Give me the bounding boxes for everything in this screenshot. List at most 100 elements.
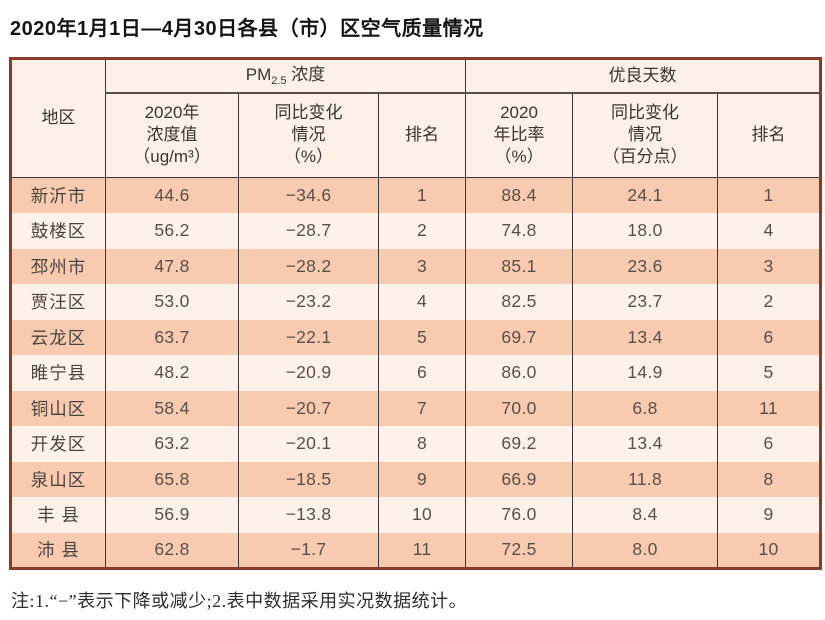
column-group-pm25: PM2.5 浓度 xyxy=(104,58,466,94)
cell-ratio-rank: 2 xyxy=(717,284,821,320)
cell-pm-change: −23.2 xyxy=(238,284,379,320)
cell-ratio-change: 13.4 xyxy=(572,319,718,355)
cell-ratio: 76.0 xyxy=(465,497,573,533)
cell-pm-value: 63.2 xyxy=(105,426,239,462)
cell-pm-value: 56.9 xyxy=(105,497,239,533)
cell-region: 云龙区 xyxy=(10,319,106,355)
cell-pm-change: −20.7 xyxy=(238,390,379,426)
cell-ratio: 85.1 xyxy=(465,248,573,284)
footnote: 注:1.“−”表示下降或减少;2.表中数据采用实况数据统计。 xyxy=(11,590,468,611)
cell-ratio-rank: 4 xyxy=(717,213,821,249)
cell-ratio-change: 8.0 xyxy=(572,532,718,568)
column-group-good-days: 优良天数 xyxy=(465,58,821,94)
cell-region: 贾汪区 xyxy=(10,284,106,320)
cell-ratio-change: 14.9 xyxy=(572,355,718,391)
table-row: 云龙区 63.7 −22.1 5 69.7 13.4 6 xyxy=(10,319,821,355)
cell-ratio-change: 23.7 xyxy=(572,284,718,320)
cell-ratio-change: 24.1 xyxy=(572,177,718,213)
cell-ratio-change: 11.8 xyxy=(572,461,718,497)
cell-pm-change: −28.7 xyxy=(238,213,379,249)
cell-pm-rank: 3 xyxy=(377,248,466,284)
cell-pm-change: −1.7 xyxy=(238,532,379,568)
table-row: 新沂市 44.6 −34.6 1 88.4 24.1 1 xyxy=(10,177,821,213)
cell-pm-value: 47.8 xyxy=(105,248,239,284)
cell-pm-rank: 8 xyxy=(377,426,466,462)
column-header-pm-rank: 排名 xyxy=(377,92,466,178)
cell-pm-rank: 5 xyxy=(377,319,466,355)
cell-ratio-rank: 9 xyxy=(717,497,821,533)
pm25-label-suffix: 浓度 xyxy=(286,64,326,84)
pm25-label-subscript: 2.5 xyxy=(271,74,287,87)
page-title: 2020年1月1日—4月30日各县（市）区空气质量情况 xyxy=(10,18,484,40)
table-row: 铜山区 58.4 −20.7 7 70.0 6.8 11 xyxy=(10,390,821,426)
cell-region: 睢宁县 xyxy=(10,355,106,391)
cell-pm-value: 56.2 xyxy=(105,213,239,249)
cell-pm-rank: 2 xyxy=(377,213,466,249)
cell-ratio-rank: 6 xyxy=(717,426,821,462)
table-row: 邳州市 47.8 −28.2 3 85.1 23.6 3 xyxy=(10,248,821,284)
cell-region: 开发区 xyxy=(10,426,106,462)
cell-pm-rank: 11 xyxy=(377,532,466,568)
cell-ratio-rank: 3 xyxy=(717,248,821,284)
cell-region: 泉山区 xyxy=(10,461,106,497)
cell-pm-change: −28.2 xyxy=(238,248,379,284)
cell-pm-value: 62.8 xyxy=(105,532,239,568)
cell-pm-rank: 9 xyxy=(377,461,466,497)
cell-pm-rank: 1 xyxy=(377,177,466,213)
cell-ratio-change: 18.0 xyxy=(572,213,718,249)
column-header-ratio-rank: 排名 xyxy=(717,92,821,178)
cell-ratio-rank: 6 xyxy=(717,319,821,355)
table-row: 开发区 63.2 −20.1 8 69.2 13.4 6 xyxy=(10,426,821,462)
cell-region: 新沂市 xyxy=(10,177,106,213)
cell-pm-rank: 4 xyxy=(377,284,466,320)
cell-pm-value: 44.6 xyxy=(105,177,239,213)
table-row: 贾汪区 53.0 −23.2 4 82.5 23.7 2 xyxy=(10,284,821,320)
cell-ratio-change: 8.4 xyxy=(572,497,718,533)
cell-region: 沛 县 xyxy=(10,532,106,568)
column-header-pm-value: 2020年 浓度值 （ug/m³） xyxy=(105,92,239,178)
cell-ratio: 88.4 xyxy=(465,177,573,213)
cell-ratio: 74.8 xyxy=(465,213,573,249)
cell-pm-change: −34.6 xyxy=(238,177,379,213)
cell-ratio: 69.7 xyxy=(465,319,573,355)
column-header-ratio: 2020 年比率 （%） xyxy=(465,92,573,178)
cell-pm-rank: 10 xyxy=(377,497,466,533)
cell-ratio-rank: 1 xyxy=(717,177,821,213)
cell-ratio: 72.5 xyxy=(465,532,573,568)
cell-region: 丰 县 xyxy=(10,497,106,533)
cell-ratio: 70.0 xyxy=(465,390,573,426)
cell-pm-change: −18.5 xyxy=(238,461,379,497)
cell-ratio-change: 23.6 xyxy=(572,248,718,284)
air-quality-table: 地区 PM2.5 浓度 优良天数 2020年 浓度值 （ug/m³） 同比变化 … xyxy=(9,57,823,570)
column-header-pm-change: 同比变化 情况 （%） xyxy=(238,92,379,178)
cell-pm-change: −22.1 xyxy=(238,319,379,355)
cell-ratio: 86.0 xyxy=(465,355,573,391)
cell-pm-value: 53.0 xyxy=(105,284,239,320)
cell-region: 鼓楼区 xyxy=(10,213,106,249)
cell-pm-value: 65.8 xyxy=(105,461,239,497)
cell-ratio-rank: 8 xyxy=(717,461,821,497)
column-header-ratio-change: 同比变化 情况 （百分点） xyxy=(572,92,718,178)
cell-pm-change: −20.1 xyxy=(238,426,379,462)
cell-ratio: 66.9 xyxy=(465,461,573,497)
cell-ratio-change: 13.4 xyxy=(572,426,718,462)
pm25-label-prefix: PM xyxy=(245,64,272,84)
table-body: 新沂市 44.6 −34.6 1 88.4 24.1 1 鼓楼区 56.2 −28.7 2 74.8 1… xyxy=(10,177,821,568)
cell-region: 邳州市 xyxy=(10,248,106,284)
cell-region: 铜山区 xyxy=(10,390,106,426)
table-row: 沛 县 62.8 −1.7 11 72.5 8.0 10 xyxy=(10,532,821,568)
cell-ratio-rank: 5 xyxy=(717,355,821,391)
table-row: 睢宁县 48.2 −20.9 6 86.0 14.9 5 xyxy=(10,355,821,391)
table-row: 泉山区 65.8 −18.5 9 66.9 11.8 8 xyxy=(10,461,821,497)
cell-ratio-rank: 10 xyxy=(717,532,821,568)
cell-pm-value: 63.7 xyxy=(105,319,239,355)
table-row: 鼓楼区 56.2 −28.7 2 74.8 18.0 4 xyxy=(10,213,821,249)
cell-ratio: 69.2 xyxy=(465,426,573,462)
cell-pm-change: −13.8 xyxy=(238,497,379,533)
table-row: 丰 县 56.9 −13.8 10 76.0 8.4 9 xyxy=(10,497,821,533)
cell-pm-value: 58.4 xyxy=(105,390,239,426)
cell-pm-change: −20.9 xyxy=(238,355,379,391)
column-header-region: 地区 xyxy=(10,58,106,178)
cell-pm-rank: 7 xyxy=(377,390,466,426)
cell-pm-value: 48.2 xyxy=(105,355,239,391)
